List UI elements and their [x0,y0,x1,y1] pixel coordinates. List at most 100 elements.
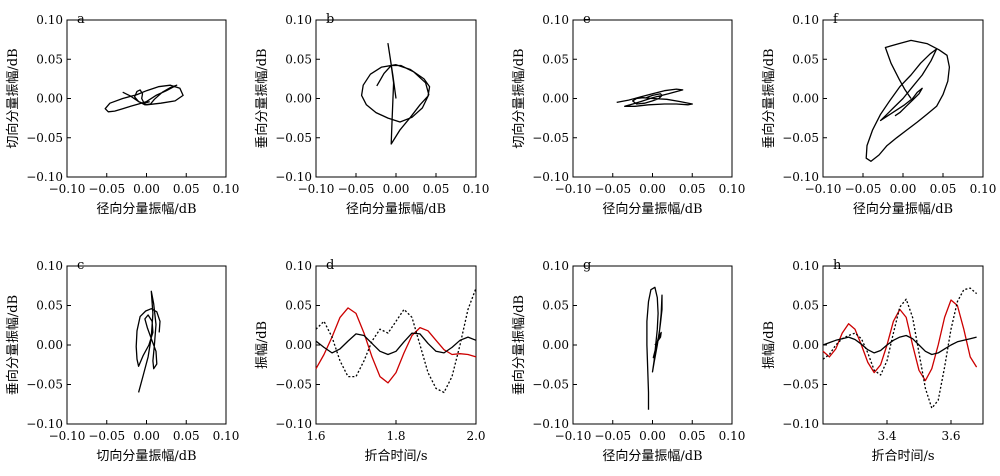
x-tick-label: 0.05 [679,182,706,196]
series-line-0 [104,84,184,113]
panel-c: −0.10−0.050.000.050.10−0.10 −0.05 0.00 0.05… [5,258,239,464]
y-tick-label: 0.00 [285,92,312,106]
series-line-2 [822,334,977,356]
x-tick-label: 0.00 [133,182,160,196]
panel-letter: c [77,258,84,273]
x-axis-label: 径向分量振幅/dB [602,201,702,217]
x-tick-label: 0.10 [213,182,240,196]
x-axis-label: 径向分量振幅/dB [853,201,953,217]
x-tick-label: 3.4 [877,429,896,443]
x-tick-label: 0.10 [719,429,746,443]
y-axis-label: 垂向分量振幅/dB [254,48,270,148]
plot-frame [315,265,477,425]
x-tick-label: 1.6 [306,429,325,443]
x-tick-label: 0.05 [173,429,200,443]
y-axis-label: 垂向分量振幅/dB [5,295,21,395]
x-tick-label: 0.10 [719,182,746,196]
y-tick-label: −0.05 [532,378,569,392]
series-line-0 [865,39,951,162]
x-tick-label: −0.10 [555,429,592,443]
x-tick-label: −0.05 [845,182,882,196]
x-tick-label: 0.05 [930,182,957,196]
x-tick-label: 0.05 [423,182,450,196]
y-tick-label: 0.00 [36,92,63,106]
panel-letter: a [77,12,85,27]
panel-letter: e [583,12,591,27]
x-tick-label: 1.8 [386,429,405,443]
panel-letter: b [326,12,334,27]
x-tick-label: −0.10 [49,429,86,443]
x-axis-label: 径向分量振幅/dB [96,201,196,217]
y-tick-label: −0.10 [532,417,569,431]
series-line-1 [822,287,978,409]
x-tick-label: −0.10 [555,182,592,196]
x-tick-label: −0.05 [594,182,631,196]
y-tick-label: 0.00 [285,338,312,352]
series-line-0 [360,42,431,145]
y-axis-label: 切向分量振幅/dB [511,48,527,148]
x-tick-label: 0.00 [133,429,160,443]
y-axis-label: 垂向分量振幅/dB [511,295,527,395]
x-tick-label: 0.10 [463,182,490,196]
y-tick-label: 0.10 [285,13,312,27]
series-line-1 [315,287,477,394]
y-tick-label: −0.10 [782,170,819,184]
x-tick-label: 0.05 [173,182,200,196]
plot-frame [572,265,733,425]
x-tick-label: 3.6 [941,429,960,443]
y-tick-label: 0.05 [36,299,63,313]
y-tick-label: −0.05 [26,378,63,392]
x-tick-label: −0.05 [88,429,125,443]
y-tick-label: −0.05 [275,378,312,392]
plot-frame [822,265,984,425]
x-tick-label: −0.10 [805,182,842,196]
panel-letter: g [583,258,591,273]
panel-b: −0.10−0.050.000.050.10−0.10 −0.05 0.00 0.05… [254,12,489,217]
plot-frame [66,19,227,178]
y-tick-label: 0.05 [792,299,819,313]
y-tick-label: 0.05 [792,52,819,66]
x-tick-label: 0.05 [679,429,706,443]
x-axis-label: 径向分量振幅/dB [602,448,702,464]
y-tick-label: 0.05 [542,52,569,66]
panel-letter: f [833,12,839,27]
y-tick-label: 0.10 [542,13,569,27]
panel-letter: h [833,258,842,273]
x-tick-label: 0.10 [213,429,240,443]
x-tick-label: −0.05 [338,182,375,196]
series-line-0 [616,88,693,107]
y-tick-label: 0.05 [285,299,312,313]
y-tick-label: 0.00 [542,92,569,106]
y-tick-label: 0.10 [36,13,63,27]
panel-d: −0.10 −0.05 0.00 0.05 0.10 1.6 1.8 2.0 d 折合时间/s 振幅… [255,258,486,464]
panel-letter: d [326,258,334,273]
x-tick-label: −0.10 [49,182,86,196]
y-tick-label: −0.10 [782,417,819,431]
y-tick-label: −0.10 [275,417,312,431]
y-tick-label: −0.05 [275,131,312,145]
series-line-0 [135,290,161,393]
y-tick-label: −0.10 [26,417,63,431]
y-tick-label: −0.05 [782,131,819,145]
x-axis-label: 折合时间/s [364,449,427,464]
x-axis-label: 径向分量振幅/dB [346,201,446,217]
x-axis-label: 折合时间/s [871,449,934,464]
series-line-0 [646,286,663,410]
y-tick-label: 0.10 [792,13,819,27]
series-line-0 [822,299,978,382]
y-tick-label: 0.00 [792,92,819,106]
y-tick-label: 0.00 [36,338,63,352]
y-tick-label: 0.10 [36,259,63,273]
y-tick-label: 0.05 [36,52,63,66]
series-line-0 [315,307,477,384]
x-tick-label: −0.10 [298,182,335,196]
x-tick-label: 0.00 [639,182,666,196]
x-tick-label: 0.00 [890,182,917,196]
y-tick-label: −0.10 [532,170,569,184]
x-tick-label: −0.05 [88,182,125,196]
y-tick-label: −0.05 [532,131,569,145]
y-tick-label: −0.10 [26,170,63,184]
y-tick-label: −0.05 [782,378,819,392]
panel-a: −0.10−0.050.000.050.10−0.10 −0.05 0.00 0.05… [5,12,239,217]
